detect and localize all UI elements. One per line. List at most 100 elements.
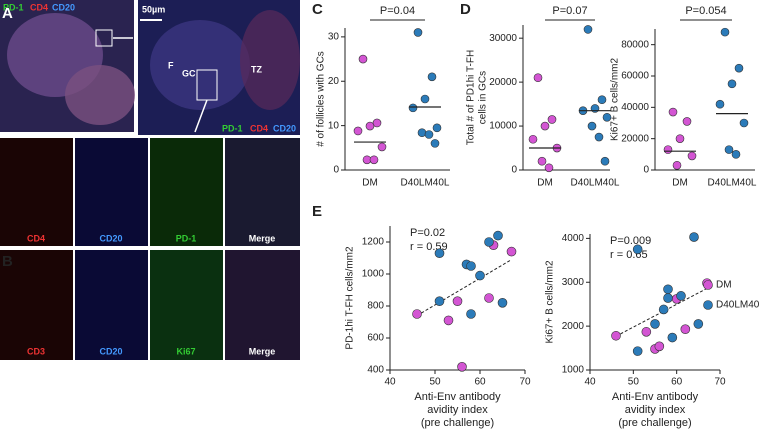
point: [641, 327, 652, 337]
dot: [720, 27, 730, 37]
point: [506, 246, 517, 257]
image-cd4: [0, 138, 73, 246]
x-axis-title: avidity index: [625, 404, 686, 416]
y-tick-label: 600: [367, 333, 384, 344]
dot: [739, 118, 749, 128]
zoom-arrow: [194, 99, 208, 133]
stain-label: CD20: [273, 123, 296, 133]
x-tick-label: 40: [584, 377, 596, 388]
point: [663, 284, 673, 295]
dot: [358, 54, 368, 64]
y-tick-label: 400: [367, 365, 384, 376]
image-tz: [240, 10, 300, 110]
stat-label: P=0.009: [610, 235, 651, 247]
stain-label: PD-1: [3, 2, 24, 12]
point: [650, 319, 660, 329]
dot: [365, 121, 375, 131]
y-tick-label: 20000: [621, 133, 649, 144]
image-merge: [225, 138, 300, 246]
point: [654, 341, 665, 352]
x-tick-label: D40LM40L: [571, 178, 620, 189]
dot: [731, 150, 741, 159]
dot: [727, 79, 737, 89]
stain-label: Ki67: [176, 346, 195, 356]
dot: [687, 151, 697, 161]
x-tick-label: DM: [537, 178, 553, 189]
dot: [597, 95, 607, 104]
image-follicle: [65, 65, 135, 125]
y-axis-title: Ki67+ B cells/mm2: [610, 58, 621, 142]
trend-line: [416, 259, 512, 317]
point: [443, 315, 454, 326]
x-tick-label: D40LM40L: [401, 178, 450, 189]
point: [434, 296, 445, 307]
y-axis-title: cells in GCs: [478, 71, 489, 124]
x-tick-label: 40: [384, 377, 396, 388]
y-tick-label: 10000: [489, 121, 517, 132]
stat-label: P=0.02: [410, 227, 445, 239]
legend-label: D40LM40L: [716, 300, 760, 311]
stain-label: CD4: [250, 123, 268, 133]
dot: [417, 128, 427, 138]
point: [676, 291, 686, 301]
point: [689, 232, 699, 242]
dot: [715, 99, 725, 109]
point: [452, 296, 463, 307]
stain-label: PD-1: [222, 123, 243, 133]
dot: [537, 156, 547, 166]
region-label: TZ: [251, 64, 262, 74]
image-cd20: [75, 250, 148, 360]
dot: [427, 72, 437, 82]
image-cd3: [0, 250, 73, 360]
x-tick-label: 50: [429, 377, 441, 388]
point: [412, 309, 422, 319]
y-axis-title: # of follicles with GCs: [316, 51, 327, 147]
point: [658, 304, 669, 315]
legend-label: DM: [716, 280, 732, 291]
y-axis-title: PD-1hi T-FH cells/mm2: [345, 246, 356, 350]
scale-label: 50µm: [142, 4, 165, 14]
point: [632, 346, 643, 356]
dot: [372, 118, 382, 128]
x-tick-label: 70: [714, 377, 726, 388]
p-value: P=0.07: [552, 5, 587, 17]
x-axis-title: (pre challenge): [421, 417, 494, 429]
panel-letter: B: [2, 253, 13, 270]
stain-label: PD-1: [176, 233, 197, 243]
point: [466, 261, 476, 271]
y-tick-label: 80000: [621, 39, 649, 50]
dot: [528, 134, 538, 144]
y-tick-label: 0: [643, 165, 649, 176]
y-tick-label: 60000: [621, 71, 649, 82]
dot: [547, 115, 557, 124]
dot: [734, 63, 744, 73]
y-tick-label: 2000: [562, 321, 585, 332]
stain-label: Merge: [249, 346, 276, 356]
point: [493, 230, 503, 241]
point: [466, 309, 476, 319]
image-ki67: [150, 250, 223, 360]
dot: [600, 156, 610, 166]
y-tick-label: 800: [367, 301, 384, 312]
point: [663, 293, 673, 303]
panel-letter: E: [312, 203, 322, 220]
region-label: F: [168, 60, 174, 70]
x-tick-label: DM: [362, 178, 378, 189]
dot: [583, 25, 593, 34]
panel-letter: A: [2, 5, 13, 22]
point: [693, 319, 704, 329]
y-tick-label: 0: [333, 165, 339, 176]
image-merge: [225, 250, 300, 360]
dot: [353, 126, 363, 136]
dot: [675, 134, 685, 143]
legend-swatch: [703, 280, 713, 290]
point: [434, 248, 445, 258]
stain-label: CD4: [27, 233, 45, 243]
panel-letter: C: [312, 1, 323, 18]
y-tick-label: 30: [328, 32, 340, 43]
dot: [544, 163, 554, 173]
image-gc: [150, 20, 250, 110]
dot: [672, 161, 682, 170]
y-axis-title: Total # of PD1hi T-FH: [466, 50, 477, 145]
